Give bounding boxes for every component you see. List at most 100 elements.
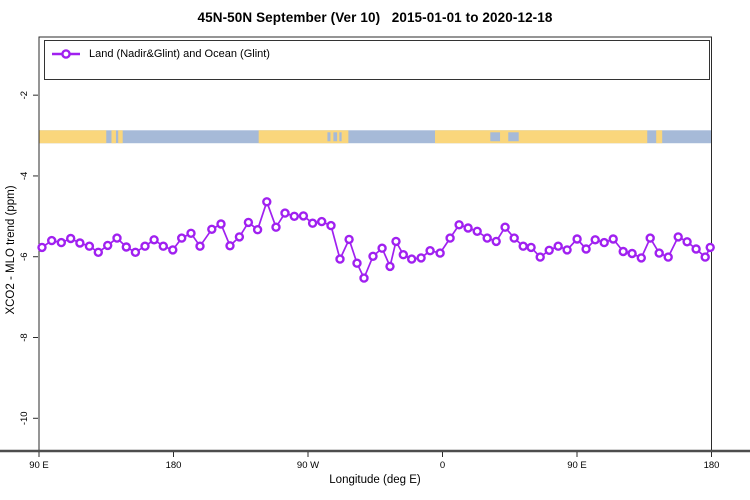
data-point-marker (535, 252, 545, 262)
data-point-marker (673, 232, 683, 242)
x-tick-label: 90 E (567, 460, 587, 471)
data-point-marker (407, 254, 417, 264)
data-point-marker (618, 246, 628, 257)
data-point-marker (391, 236, 401, 247)
data-point-marker (75, 238, 85, 248)
data-point-marker (121, 242, 132, 252)
plot-frame (38, 36, 712, 452)
chart-title: 45N-50N September (Ver 10) 2015-01-01 to… (197, 10, 553, 25)
x-axis-label: Longitude (deg E) (329, 474, 421, 486)
data-point-marker (472, 226, 482, 237)
data-point-marker (654, 248, 664, 258)
data-point-marker (359, 273, 369, 283)
data-point-marker (186, 228, 196, 239)
y-tick-label: -4 (19, 172, 30, 180)
data-point-marker (663, 252, 673, 262)
data-point-marker (158, 241, 169, 251)
data-point-marker (377, 243, 387, 253)
legend-box: Land (Nadir&Glint) and Ocean (Glint) (44, 40, 710, 80)
data-point-marker (262, 197, 272, 207)
y-axis-label: XCO2 - MLO trend (ppm) (5, 185, 17, 315)
surface-band-land (435, 130, 648, 144)
x-tick-label: 90 W (297, 460, 319, 471)
data-point-marker (691, 244, 701, 254)
data-point-marker (599, 237, 609, 248)
surface-band-lake (508, 132, 519, 142)
data-point-marker (435, 248, 445, 258)
data-point-marker (289, 211, 299, 222)
data-point-marker (627, 248, 637, 259)
legend-entry: Land (Nadir&Glint) and Ocean (Glint) (51, 46, 270, 62)
data-point-marker (608, 234, 618, 244)
data-point-marker (645, 233, 655, 243)
y-tick-label: -10 (19, 411, 30, 425)
data-point-marker (544, 245, 554, 256)
surface-band-land (39, 130, 107, 144)
data-point-marker (112, 233, 122, 243)
data-point-marker (317, 216, 327, 227)
data-point-marker (84, 241, 95, 251)
data-point-marker (234, 232, 245, 242)
data-point-marker (352, 258, 362, 268)
data-point-marker (140, 241, 150, 251)
data-point-marker (176, 233, 187, 243)
legend-marker-icon (52, 49, 80, 59)
surface-band-land (258, 130, 349, 144)
data-point-marker (562, 245, 572, 255)
data-point-marker (280, 208, 290, 218)
data-point-marker (425, 245, 435, 256)
data-point-marker (56, 237, 66, 248)
legend-label: Land (Nadir&Glint) and Ocean (Glint) (89, 48, 270, 60)
data-point-marker (590, 235, 600, 245)
data-point-marker (454, 220, 464, 230)
data-point-marker (463, 223, 473, 233)
x-tick-label: 90 E (29, 460, 49, 471)
y-tick-label: -6 (19, 252, 30, 260)
data-point-marker (47, 235, 57, 246)
data-point-marker (553, 241, 563, 251)
surface-band-lake (327, 132, 331, 142)
data-point-marker (518, 241, 528, 251)
data-point-marker (271, 222, 281, 232)
surface-band-lake (333, 132, 338, 142)
data-point-marker (298, 211, 309, 221)
x-tick-label: 180 (704, 460, 720, 471)
data-point-marker (368, 251, 378, 261)
data-point-marker (705, 242, 715, 253)
data-point-marker (572, 234, 582, 244)
data-point-marker (168, 245, 178, 255)
data-point-marker (491, 236, 501, 247)
data-point-marker (398, 249, 408, 260)
x-tick-label: 0 (440, 460, 445, 471)
data-point-marker (93, 247, 104, 258)
data-point-marker (526, 242, 536, 253)
data-point-marker (445, 233, 455, 243)
surface-band-land (656, 130, 663, 144)
data-point-marker (509, 233, 519, 243)
y-tick-label: -2 (19, 91, 30, 99)
data-point-marker (252, 224, 263, 235)
data-point-marker (682, 237, 692, 247)
data-point-marker (385, 261, 395, 272)
x-tick-label: 180 (166, 460, 182, 471)
y-tick-label: -8 (19, 333, 30, 341)
surface-band-land (111, 130, 116, 144)
data-point-marker (416, 253, 426, 263)
surface-band-land (118, 130, 123, 144)
data-point-marker (207, 224, 217, 235)
data-point-marker (326, 220, 336, 231)
data-point-marker (37, 242, 47, 253)
data-point-marker (243, 217, 254, 228)
data-point-marker (482, 233, 492, 243)
data-point-marker (149, 235, 159, 245)
data-point-marker (65, 233, 76, 244)
data-point-marker (130, 247, 141, 258)
data-point-marker (307, 218, 318, 228)
data-point-marker (581, 244, 591, 254)
data-point-marker (500, 222, 510, 232)
data-point-marker (216, 219, 226, 229)
data-point-marker (344, 234, 354, 245)
data-point-marker (195, 241, 205, 251)
